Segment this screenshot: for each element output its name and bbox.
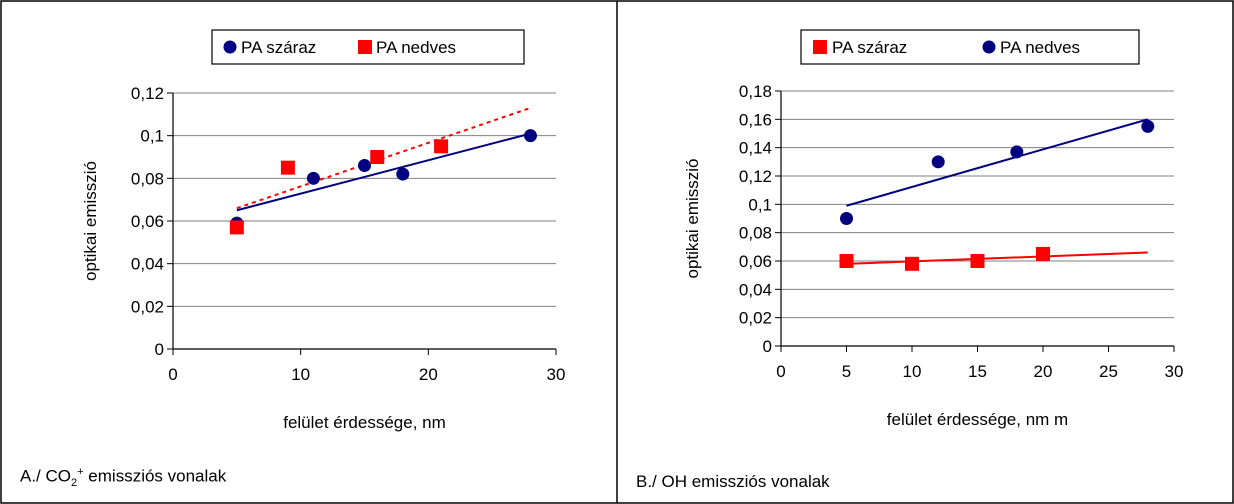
data-point-circle <box>396 167 410 181</box>
data-point-square <box>370 150 385 164</box>
trendline-square-series <box>846 251 1148 265</box>
x-tick-label: 20 <box>419 365 438 384</box>
x-tick-label: 15 <box>968 362 987 381</box>
y-tick-label: 0,1 <box>748 195 772 214</box>
y-tick-label: 0,02 <box>131 297 164 316</box>
legend-marker-square <box>813 40 827 54</box>
y-tick-label: 0,16 <box>739 110 772 129</box>
x-tick-label: 0 <box>776 362 785 381</box>
x-tick-label: 0 <box>168 365 177 384</box>
data-point-square <box>905 256 919 271</box>
legend-marker-circle <box>982 40 996 54</box>
x-tick-label: 5 <box>842 362 851 381</box>
x-tick-label: 25 <box>1099 362 1118 381</box>
data-point-circle <box>523 129 537 143</box>
y-tick-label: 0,02 <box>739 309 772 328</box>
y-tick-label: 0 <box>763 337 772 356</box>
legend-box <box>800 29 1140 65</box>
y-axis-title: optikai emisszió <box>683 159 702 279</box>
chart-b: 0 0,02 0,04 0,06 0,08 0,1 0,12 0,14 0,16 0,18 0 5 10… <box>683 29 1184 429</box>
data-point-square <box>839 254 854 268</box>
trendline-circle-series <box>846 118 1149 207</box>
data-point-square <box>970 254 985 268</box>
y-tick-label: 0,08 <box>131 169 164 188</box>
legend-label: PA nedves <box>376 38 456 57</box>
y-tick-label: 0,1 <box>140 127 164 146</box>
x-tick-label: 10 <box>903 362 922 381</box>
data-point-circle <box>358 159 371 173</box>
data-point-circle <box>840 212 853 225</box>
x-tick-label: 30 <box>547 365 566 384</box>
y-tick-label: 0,14 <box>739 139 772 158</box>
y-tick-label: 0,18 <box>739 82 772 101</box>
data-point-circle <box>931 155 945 169</box>
data-point-square <box>229 220 244 235</box>
trendline-circle-series <box>236 132 531 212</box>
y-tick-label: 0,12 <box>131 84 164 103</box>
data-point-circle <box>1010 145 1024 159</box>
y-tick-label: 0,12 <box>739 167 772 186</box>
caption-b: B./ OH emissziós vonalak <box>636 472 830 491</box>
data-point-square <box>280 160 295 175</box>
chart-a: 0 0,02 0,04 0,06 0,08 0,1 0,12 0 10 20 30 optikai e… <box>81 29 566 432</box>
legend-label: PA nedves <box>1000 38 1080 57</box>
legend-label: PA száraz <box>241 38 316 57</box>
y-axis-title: optikai emisszió <box>81 161 100 281</box>
y-tick-label: 0,04 <box>131 255 164 274</box>
y-tick-label: 0 <box>155 340 164 359</box>
legend-label: PA száraz <box>832 38 907 57</box>
x-tick-label: 10 <box>291 365 310 384</box>
x-axis-title: felület érdessége, nm m <box>887 410 1068 429</box>
legend-marker-square <box>358 40 372 54</box>
legend-marker-circle <box>223 40 237 54</box>
x-tick-label: 20 <box>1034 362 1053 381</box>
caption-a: A./ CO2+ emissziós vonalak <box>20 466 227 490</box>
data-point-square <box>434 139 449 154</box>
y-tick-label: 0,04 <box>739 280 772 299</box>
x-tick-label: 30 <box>1165 362 1184 381</box>
data-point-circle <box>1141 119 1155 133</box>
y-tick-label: 0,06 <box>739 252 772 271</box>
data-point-square <box>1036 246 1050 261</box>
y-tick-label: 0,06 <box>131 212 164 231</box>
data-point-circle <box>306 171 320 185</box>
x-axis-title: felület érdessége, nm <box>283 413 446 432</box>
y-tick-label: 0,08 <box>739 224 772 243</box>
